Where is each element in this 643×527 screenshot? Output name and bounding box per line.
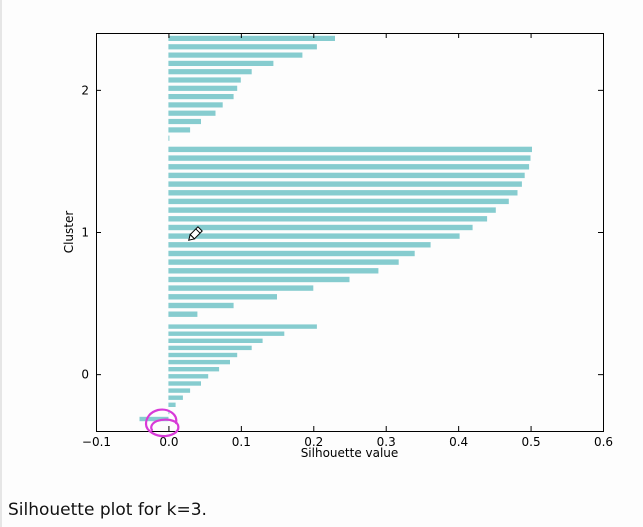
silhouette-bar-cluster-2 (168, 127, 191, 133)
silhouette-bar-cluster-1 (168, 259, 399, 265)
y-tick-label: 0 (81, 368, 89, 382)
silhouette-bar-cluster-0 (168, 388, 191, 393)
silhouette-bar-cluster-0 (168, 381, 201, 386)
silhouette-bar-cluster-1 (168, 190, 518, 196)
y-tick-label: 2 (81, 83, 89, 97)
silhouette-bar-cluster-2 (168, 118, 201, 125)
silhouette-bar-cluster-2 (168, 60, 274, 66)
silhouette-bar-cluster-1 (168, 276, 350, 283)
silhouette-chart: −0.1 0.0 0.1 0.2 0.3 0.4 0.5 0.6 0 1 2 Silhouette … (62, 33, 613, 460)
silhouette-bar-cluster-2 (168, 77, 241, 83)
silhouette-bar-cluster-0 (168, 359, 230, 365)
silhouette-bar-cluster-0 (139, 416, 169, 422)
silhouette-bar-cluster-0 (168, 331, 285, 336)
silhouette-bar-cluster-1 (168, 155, 531, 161)
silhouette-bar-cluster-1 (168, 207, 496, 213)
x-tick-label: 0.0 (159, 435, 178, 449)
silhouette-bar-cluster-1 (168, 268, 379, 274)
silhouette-bar-cluster-2 (168, 85, 238, 91)
y-tick-label: 1 (81, 226, 89, 240)
silhouette-bar-cluster-0 (168, 352, 238, 358)
silhouette-bar-cluster-2 (168, 35, 335, 41)
silhouette-bar-cluster-2 (168, 102, 223, 108)
x-tick-label: 0.5 (522, 435, 541, 449)
silhouette-bar-cluster-1 (168, 242, 431, 248)
pencil-cursor-icon (188, 226, 203, 241)
silhouette-bar-cluster-1 (168, 164, 530, 170)
x-axis-label: Silhouette value (301, 446, 399, 460)
silhouette-bar-cluster-1 (168, 294, 277, 300)
slide-left-edge (0, 0, 2, 527)
silhouette-bar-cluster-1 (168, 146, 532, 153)
x-tick-label: 0.2 (304, 435, 323, 449)
bar-layer (139, 35, 532, 422)
y-axis-label: Cluster (62, 211, 76, 254)
silhouette-bar-cluster-1 (168, 216, 488, 222)
silhouette-bar-cluster-2 (168, 52, 303, 58)
silhouette-bar-cluster-0 (168, 367, 220, 372)
silhouette-bar-cluster-1 (168, 224, 473, 231)
silhouette-bar-cluster-2 (168, 44, 317, 50)
x-tick-label: 0.3 (377, 435, 396, 449)
silhouette-bar-cluster-0 (168, 338, 263, 343)
silhouette-bar-cluster-0 (168, 374, 209, 379)
annotation-circle-mark (144, 408, 180, 438)
silhouette-bar-cluster-1 (168, 250, 415, 257)
silhouette-bar-cluster-1 (168, 233, 460, 239)
silhouette-bar-cluster-1 (168, 172, 525, 179)
silhouette-bar-cluster-2 (168, 110, 216, 116)
silhouette-bar-cluster-1 (168, 181, 522, 187)
silhouette-bar-cluster-0 (168, 324, 317, 329)
silhouette-bar-cluster-1 (168, 198, 509, 205)
silhouette-bar-cluster-0 (168, 402, 176, 407)
silhouette-bar-cluster-0 (168, 345, 252, 351)
silhouette-bar-cluster-1 (168, 285, 314, 291)
silhouette-bar-cluster-2 (168, 69, 252, 75)
silhouette-bar-cluster-2 (168, 135, 170, 141)
silhouette-bar-cluster-0 (168, 395, 183, 400)
tick-label-layer: −0.1 0.0 0.1 0.2 0.3 0.4 0.5 0.6 0 1 2 (81, 83, 613, 449)
x-tick-label: 0.1 (232, 435, 251, 449)
silhouette-bar-cluster-1 (168, 302, 234, 309)
x-tick-label: −0.1 (82, 435, 111, 449)
x-tick-label: 0.6 (594, 435, 613, 449)
figure-caption: Silhouette plot for k=3. (8, 500, 207, 520)
silhouette-bar-cluster-1 (168, 311, 198, 317)
silhouette-bar-cluster-2 (168, 94, 234, 100)
x-tick-label: 0.4 (449, 435, 468, 449)
plot-frame (96, 33, 604, 432)
